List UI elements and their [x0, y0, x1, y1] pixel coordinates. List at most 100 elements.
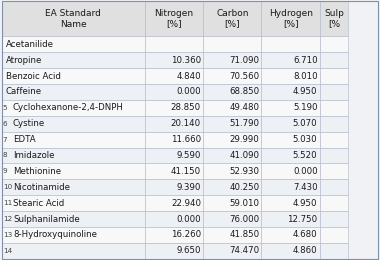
Text: 41.150: 41.150 [171, 167, 201, 176]
Bar [261, 84, 320, 100]
Text: 5.030: 5.030 [293, 135, 318, 144]
Bar [261, 195, 320, 211]
Bar [2, 116, 145, 132]
Text: 7.430: 7.430 [293, 183, 318, 192]
Bar [2, 36, 145, 52]
Text: 9.650: 9.650 [176, 246, 201, 255]
Text: 4.680: 4.680 [293, 230, 318, 239]
Text: 59.010: 59.010 [229, 199, 259, 208]
Bar [203, 164, 261, 179]
Text: Cyclohexanone-2,4-DNPH: Cyclohexanone-2,4-DNPH [13, 103, 124, 112]
Bar [261, 68, 320, 84]
Text: 16.260: 16.260 [171, 230, 201, 239]
Bar [145, 148, 203, 164]
Bar [203, 227, 261, 243]
Bar [203, 1, 261, 36]
Bar [261, 100, 320, 116]
Bar [320, 84, 348, 100]
Bar [261, 164, 320, 179]
Text: 6: 6 [3, 121, 7, 127]
Bar [320, 36, 348, 52]
Text: 5.070: 5.070 [293, 119, 318, 128]
Bar [320, 132, 348, 147]
Text: Cystine: Cystine [13, 119, 45, 128]
Text: 70.560: 70.560 [229, 72, 259, 81]
Text: Stearic Acid: Stearic Acid [13, 199, 64, 208]
Text: 40.250: 40.250 [229, 183, 259, 192]
Bar [261, 132, 320, 147]
Bar [261, 227, 320, 243]
Text: Imidazole: Imidazole [13, 151, 54, 160]
Bar [261, 36, 320, 52]
Bar [2, 84, 145, 100]
Bar [203, 68, 261, 84]
Text: 6.710: 6.710 [293, 56, 318, 65]
Text: 41.850: 41.850 [229, 230, 259, 239]
Bar [2, 148, 145, 164]
Text: Benzoic Acid: Benzoic Acid [6, 72, 60, 81]
Bar [145, 116, 203, 132]
Text: 76.000: 76.000 [229, 214, 259, 224]
Bar [320, 195, 348, 211]
Bar [203, 84, 261, 100]
Text: 10.360: 10.360 [171, 56, 201, 65]
Text: Sulphanilamide: Sulphanilamide [13, 214, 80, 224]
Text: 0.000: 0.000 [176, 87, 201, 96]
Bar [145, 68, 203, 84]
Bar [145, 227, 203, 243]
Bar [320, 148, 348, 164]
Text: 14: 14 [3, 248, 12, 254]
Bar [145, 164, 203, 179]
Bar [261, 52, 320, 68]
Text: 74.470: 74.470 [229, 246, 259, 255]
Text: Sulp
[%: Sulp [% [324, 9, 344, 29]
Bar [203, 100, 261, 116]
Text: 4.950: 4.950 [293, 87, 318, 96]
Bar [203, 36, 261, 52]
Text: 13: 13 [3, 232, 12, 238]
Bar [203, 116, 261, 132]
Text: 10: 10 [3, 184, 12, 190]
Text: 7: 7 [3, 136, 7, 143]
Text: 68.850: 68.850 [229, 87, 259, 96]
Text: 12: 12 [3, 216, 12, 222]
Bar [2, 195, 145, 211]
Text: 5.520: 5.520 [293, 151, 318, 160]
Text: EA Standard
Name: EA Standard Name [46, 9, 101, 29]
Text: 9: 9 [3, 168, 7, 174]
Bar [320, 52, 348, 68]
Text: Caffeine: Caffeine [6, 87, 42, 96]
Bar [203, 195, 261, 211]
Text: 51.790: 51.790 [229, 119, 259, 128]
Text: 8-Hydroxyquinoline: 8-Hydroxyquinoline [13, 230, 97, 239]
Text: 52.930: 52.930 [229, 167, 259, 176]
Text: 5: 5 [3, 105, 7, 111]
Bar [203, 243, 261, 259]
Bar [261, 211, 320, 227]
Text: 11.660: 11.660 [171, 135, 201, 144]
Text: Nitrogen
[%]: Nitrogen [%] [154, 9, 193, 29]
Text: 0.000: 0.000 [293, 167, 318, 176]
Bar [203, 211, 261, 227]
Text: 28.850: 28.850 [171, 103, 201, 112]
Text: 9.590: 9.590 [177, 151, 201, 160]
Bar [145, 1, 203, 36]
Bar [203, 132, 261, 147]
Bar [203, 148, 261, 164]
Bar [203, 179, 261, 195]
Bar [2, 243, 145, 259]
Bar [320, 227, 348, 243]
Bar [145, 211, 203, 227]
Text: Methionine: Methionine [13, 167, 61, 176]
Bar [145, 100, 203, 116]
Bar [2, 1, 145, 36]
Text: 0.000: 0.000 [176, 214, 201, 224]
Text: 41.090: 41.090 [229, 151, 259, 160]
Bar [2, 227, 145, 243]
Text: 12.750: 12.750 [287, 214, 318, 224]
Text: 4.950: 4.950 [293, 199, 318, 208]
Bar [261, 148, 320, 164]
Bar [261, 1, 320, 36]
Bar [2, 164, 145, 179]
Text: 4.860: 4.860 [293, 246, 318, 255]
